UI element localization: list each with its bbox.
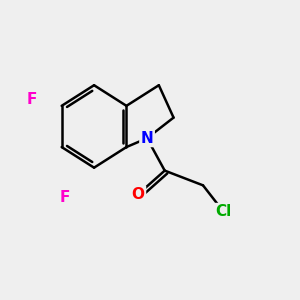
Text: Cl: Cl <box>215 204 232 219</box>
Text: F: F <box>59 190 70 205</box>
Text: N: N <box>141 131 153 146</box>
Text: F: F <box>27 92 38 107</box>
Text: O: O <box>132 187 145 202</box>
